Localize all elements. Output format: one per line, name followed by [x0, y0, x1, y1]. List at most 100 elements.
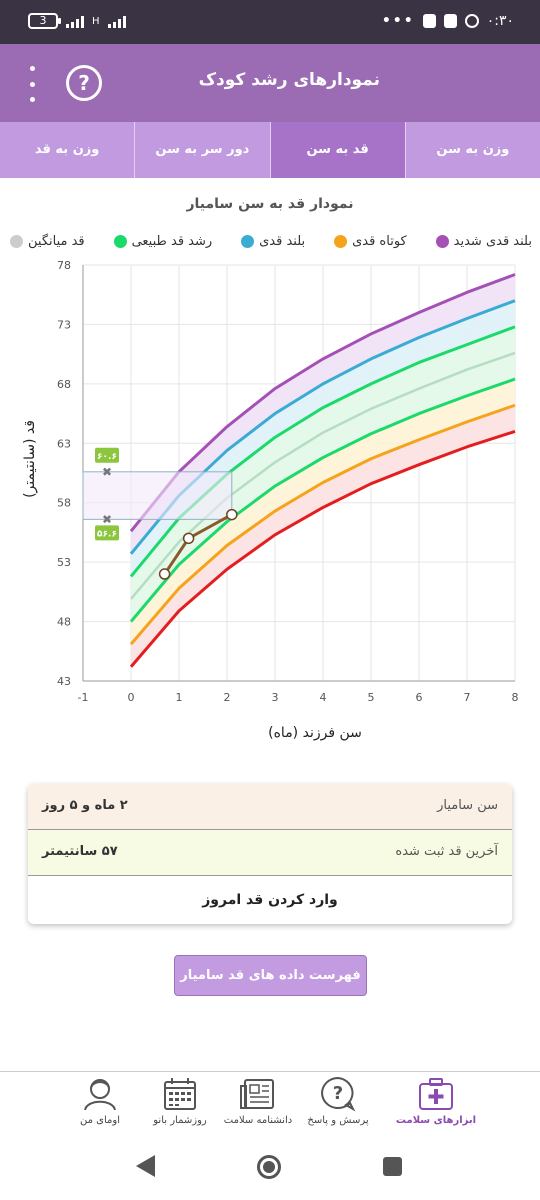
tab-weight-for-age[interactable]: وزن به سن — [404, 122, 540, 178]
signal-icon-2 — [107, 14, 126, 28]
height-for-age-chart[interactable]: ✖۶۰.۶✖۵۶.۶-1 0 1 2 3 4 5 6 7 84348535863687378سن … — [0, 255, 540, 745]
system-nav-bar — [0, 1135, 540, 1200]
child-data-point — [182, 532, 195, 545]
legend-dot — [435, 235, 449, 248]
nav-label: ابزارهای سلامت — [395, 1115, 477, 1126]
nav-label: دانشنامه سلامت — [223, 1115, 293, 1126]
x-tick-label: 8 — [512, 691, 519, 704]
tab-weight-for-height[interactable]: وزن به قد — [34, 142, 100, 157]
band-m2sd — [131, 405, 515, 667]
status-right: ••• ۰:۳۰ — [382, 13, 514, 29]
nav-health-tools[interactable]: ابزارهای سلامت — [388, 1076, 484, 1126]
battery-icon: 3 — [28, 13, 61, 29]
page-title: نمودارهای رشد کودک — [198, 70, 380, 90]
y-tick-label: 73 — [57, 318, 71, 331]
band-m1sd — [131, 379, 515, 645]
home-icon[interactable] — [257, 1155, 281, 1179]
nav-my-profile[interactable]: اومای من — [52, 1076, 148, 1126]
nav-label: اومای من — [80, 1115, 120, 1126]
range-marker: ✖ — [102, 465, 112, 479]
band-p2sd — [131, 300, 515, 577]
back-icon[interactable] — [136, 1155, 155, 1177]
range-badge-label: ۵۶.۶ — [97, 529, 117, 539]
last-height-label: آخرین قد ثبت شده — [395, 844, 498, 859]
question-bubble-icon: ? — [321, 1076, 356, 1112]
range-badge — [95, 447, 119, 463]
x-tick-label: 2 — [224, 691, 231, 704]
tab-bar: وزن به قد دور سر به سن قد به سن وزن به س… — [0, 122, 540, 178]
band-median — [131, 352, 515, 622]
svg-text:?: ? — [333, 1083, 343, 1104]
series-line-p3sd — [129, 273, 516, 533]
tab-head-circumference-for-age[interactable]: دور سر به سن — [134, 122, 269, 178]
nav-questions-answers[interactable]: ? پرسش و پاسخ — [290, 1076, 386, 1126]
band-p1sd — [131, 326, 515, 599]
newspaper-icon — [240, 1079, 274, 1109]
legend-dot — [113, 235, 127, 248]
help-button[interactable]: ? — [66, 65, 102, 101]
tab-height-for-age[interactable]: قد به سن — [269, 122, 405, 178]
range-badge — [95, 525, 119, 541]
legend-item-tall[interactable]: بلند قدی — [241, 234, 305, 249]
legend-item-short[interactable]: کوتاه قدی — [334, 234, 407, 249]
medical-kit-icon — [419, 1078, 453, 1110]
legend-item-severe-tall[interactable]: بلند قدی شدید — [435, 234, 532, 249]
x-tick-label: 3 — [272, 691, 279, 704]
legend-item-normal-growth[interactable]: رشد قد طبیعی — [113, 234, 213, 249]
nav-women-calendar[interactable]: روزشمار بانو — [132, 1076, 228, 1126]
legend-dot — [10, 235, 23, 248]
app-header: ? نمودارهای رشد کودک — [0, 44, 540, 122]
legend-label: کوتاه قدی — [352, 234, 407, 249]
info-card: سن سامیار ۲ ماه و ۵ روز آخرین قد ثبت شده… — [28, 784, 512, 924]
x-tick-label: -1 — [78, 691, 89, 704]
series-line-m1sd — [129, 377, 516, 623]
target-range-box — [82, 471, 233, 520]
y-axis-label: قد (سانتیمتر) — [22, 420, 38, 498]
recent-apps-icon[interactable] — [383, 1157, 402, 1176]
whatsapp-icon — [464, 14, 479, 28]
range-badge-label: ۶۰.۶ — [97, 452, 117, 462]
age-label: سن سامیار — [437, 798, 498, 813]
legend-item-average-height[interactable]: قد میانگین — [10, 234, 85, 249]
status-time: ۰:۳۰ — [486, 13, 514, 29]
calendar-icon — [164, 1078, 196, 1110]
x-tick-label: 7 — [464, 691, 471, 704]
status-left: 3 H — [28, 13, 126, 29]
x-tick-label: 1 — [176, 691, 183, 704]
age-value: ۲ ماه و ۵ روز — [42, 798, 128, 813]
legend-label: بلند قدی — [259, 234, 306, 249]
x-tick-label: 0 — [128, 691, 135, 704]
network-type: H — [92, 15, 100, 27]
y-tick-label: 68 — [57, 378, 71, 391]
legend-label: رشد قد طبیعی — [131, 234, 213, 249]
y-tick-label: 63 — [57, 437, 71, 450]
notification-icon-2 — [443, 14, 457, 28]
x-tick-label: 4 — [320, 691, 327, 704]
nav-label: روزشمار بانو — [153, 1115, 207, 1126]
user-profile-icon — [84, 1079, 116, 1111]
chart-legend: بلند قدی شدید کوتاه قدی بلند قدی رشد قد … — [10, 234, 532, 249]
status-bar: 3 H ••• ۰:۳۰ — [0, 0, 540, 44]
child-data-point — [226, 508, 238, 521]
nav-health-encyclopedia[interactable]: دانشنامه سلامت — [210, 1076, 306, 1126]
y-tick-label: 58 — [57, 497, 71, 510]
legend-label: بلند قدی شدید — [453, 234, 532, 249]
range-marker: ✖ — [102, 512, 112, 526]
age-row: سن سامیار ۲ ماه و ۵ روز — [28, 784, 512, 830]
series-line-median — [130, 351, 516, 600]
bottom-nav: ابزارهای سلامت ? پرسش و پاسخ دانشنامه سل… — [0, 1071, 540, 1135]
series-line-m3sd — [129, 429, 516, 668]
chart-title: نمودار قد به سن سامیار — [186, 196, 354, 212]
height-data-list-button[interactable]: فهرست داده های قد سامیار — [174, 955, 367, 996]
enter-today-height-button[interactable]: وارد کردن قد امروز — [202, 892, 338, 908]
y-tick-label: 53 — [57, 556, 71, 569]
more-options-icon[interactable] — [24, 66, 40, 102]
y-tick-label: 78 — [57, 259, 71, 272]
series-line-m2sd — [129, 403, 516, 646]
legend-dot — [241, 235, 255, 248]
notification-icon — [422, 14, 436, 28]
band-p3sd — [131, 274, 515, 554]
x-axis-label: سن فرزند (ماه) — [268, 725, 362, 741]
nav-label: پرسش و پاسخ — [307, 1115, 369, 1126]
x-tick-label: 6 — [416, 691, 423, 704]
